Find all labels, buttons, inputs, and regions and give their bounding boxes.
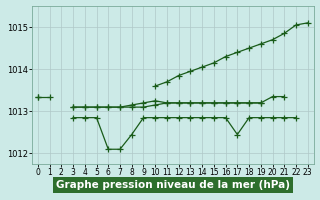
X-axis label: Graphe pression niveau de la mer (hPa): Graphe pression niveau de la mer (hPa): [56, 180, 290, 190]
